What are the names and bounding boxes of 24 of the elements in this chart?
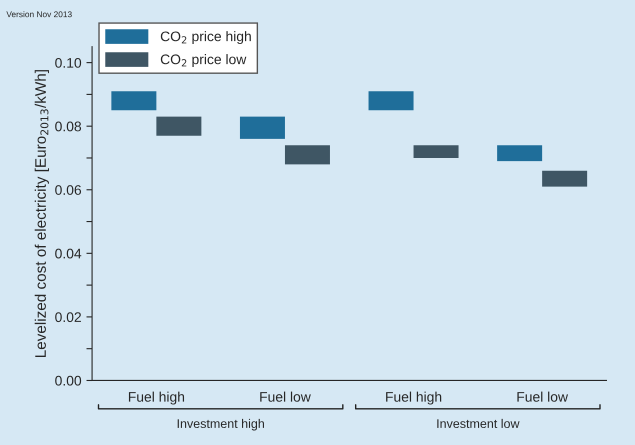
bar bbox=[542, 170, 588, 187]
legend-label: CO$_{2}$ price high bbox=[160, 31, 251, 44]
text: Version Nov 2013 bbox=[6, 11, 72, 18]
x-tick-label: Fuel low bbox=[260, 392, 311, 402]
x-tick-label: Fuel high bbox=[386, 392, 442, 405]
bar bbox=[497, 145, 542, 162]
y-tick-label: 0.08 bbox=[55, 122, 82, 132]
bar bbox=[156, 116, 202, 136]
x-tick-label: Fuel high bbox=[128, 392, 184, 405]
bar bbox=[240, 116, 285, 139]
text: Investment high bbox=[178, 418, 264, 431]
bar bbox=[414, 145, 459, 158]
y-tick-label: 0.02 bbox=[55, 312, 81, 322]
y-tick-label: 0.10 bbox=[55, 58, 82, 68]
x-tick-label: Fuel low bbox=[517, 392, 568, 402]
y-tick-label: 0.00 bbox=[55, 376, 82, 386]
bar bbox=[111, 91, 156, 110]
bar bbox=[284, 145, 330, 164]
legend-label: CO$_{2}$ price low bbox=[160, 54, 246, 68]
y-tick-label: 0.04 bbox=[55, 248, 82, 258]
y-tick-label: 0.06 bbox=[55, 185, 82, 195]
bar bbox=[368, 91, 414, 110]
text: Investment low bbox=[437, 418, 520, 428]
y-axis-title: Levelized cost of electricity [Euro$_{2013}$/kWh] bbox=[34, 70, 49, 358]
